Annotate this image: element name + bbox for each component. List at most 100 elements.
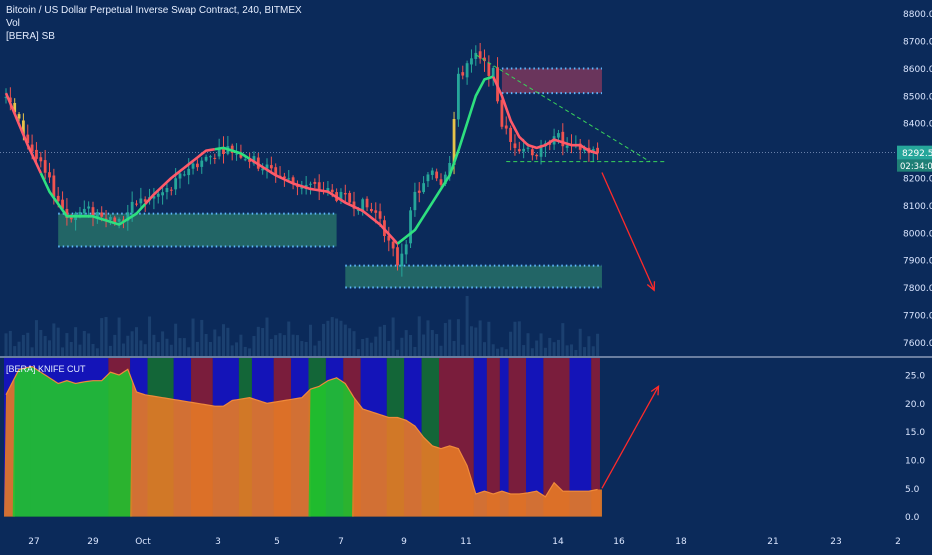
candle[interactable] bbox=[274, 163, 278, 183]
candle[interactable] bbox=[317, 174, 321, 201]
candle[interactable] bbox=[509, 125, 512, 151]
candle[interactable] bbox=[400, 243, 404, 277]
candle[interactable] bbox=[500, 97, 504, 130]
candle[interactable] bbox=[487, 55, 491, 87]
volume-bar bbox=[178, 338, 182, 356]
candle[interactable] bbox=[65, 198, 69, 226]
trendline[interactable] bbox=[475, 54, 651, 162]
candle[interactable] bbox=[457, 67, 460, 127]
candle[interactable] bbox=[39, 151, 43, 168]
candle[interactable] bbox=[61, 191, 64, 211]
candle[interactable] bbox=[300, 180, 304, 195]
candle[interactable] bbox=[517, 141, 521, 154]
candle[interactable] bbox=[326, 181, 330, 196]
candle[interactable] bbox=[596, 142, 599, 161]
down-arrow-head bbox=[646, 281, 656, 292]
knife-cut-area-green bbox=[308, 377, 354, 517]
candle[interactable] bbox=[200, 157, 204, 174]
candle[interactable] bbox=[504, 116, 508, 135]
candle[interactable] bbox=[391, 238, 395, 257]
candle[interactable] bbox=[404, 239, 408, 264]
knife-cut-panel[interactable] bbox=[4, 358, 660, 517]
symbol-title[interactable]: Bitcoin / US Dollar Perpetual Inverse Sw… bbox=[6, 5, 302, 16]
candle[interactable] bbox=[539, 139, 543, 165]
candle[interactable] bbox=[348, 190, 352, 206]
candle[interactable] bbox=[161, 187, 164, 205]
candle[interactable] bbox=[152, 187, 156, 210]
volume-bar bbox=[108, 345, 112, 356]
candle[interactable] bbox=[343, 184, 347, 202]
candle[interactable] bbox=[478, 42, 482, 64]
price-tick-label: 8800.0 bbox=[903, 10, 932, 20]
candle[interactable] bbox=[174, 168, 178, 196]
candle[interactable] bbox=[313, 178, 317, 189]
candle[interactable] bbox=[17, 112, 21, 122]
candle[interactable] bbox=[365, 196, 369, 212]
candle[interactable] bbox=[287, 170, 291, 182]
volume-bar bbox=[439, 345, 443, 356]
candle[interactable] bbox=[117, 217, 121, 229]
volume-bar bbox=[326, 320, 330, 356]
candle[interactable] bbox=[191, 161, 195, 175]
volume-label[interactable]: Vol bbox=[6, 18, 20, 29]
price-panel[interactable] bbox=[0, 42, 895, 356]
candle[interactable] bbox=[109, 214, 112, 226]
current-price-badge[interactable]: 8292.5 02:34:00 bbox=[897, 145, 932, 173]
candle[interactable] bbox=[409, 206, 412, 248]
candle[interactable] bbox=[561, 123, 565, 156]
candle-body bbox=[209, 156, 212, 158]
candle[interactable] bbox=[48, 162, 51, 184]
time-axis[interactable]: 27 29 Oct 3 5 7 9 11 14 16 18 21 23 2 bbox=[28, 537, 901, 547]
candle[interactable] bbox=[135, 200, 138, 207]
candle[interactable] bbox=[370, 202, 373, 213]
volume-bar bbox=[317, 340, 321, 356]
candle[interactable] bbox=[213, 153, 217, 164]
candle[interactable] bbox=[387, 226, 391, 252]
candle[interactable] bbox=[461, 65, 465, 80]
candle[interactable] bbox=[426, 171, 430, 188]
candle[interactable] bbox=[261, 163, 265, 175]
subpanel-label[interactable]: [BERA] KNIFE CUT bbox=[6, 364, 86, 374]
candle[interactable] bbox=[470, 49, 473, 73]
candle[interactable] bbox=[43, 149, 47, 180]
candle[interactable] bbox=[417, 182, 421, 203]
price-tick-label: 7700.0 bbox=[903, 311, 932, 321]
candle[interactable] bbox=[361, 197, 365, 216]
candle[interactable] bbox=[465, 60, 469, 85]
candle[interactable] bbox=[165, 181, 169, 200]
candle[interactable] bbox=[413, 182, 417, 217]
candle[interactable] bbox=[222, 136, 225, 164]
up-arrow[interactable] bbox=[601, 385, 660, 489]
candle[interactable] bbox=[352, 191, 356, 217]
candle[interactable] bbox=[474, 45, 478, 66]
candle[interactable] bbox=[187, 158, 191, 185]
candle[interactable] bbox=[248, 152, 251, 169]
candle[interactable] bbox=[239, 144, 243, 160]
candle[interactable] bbox=[82, 200, 86, 218]
indicator-label[interactable]: [BERA] SB bbox=[6, 31, 55, 42]
candle[interactable] bbox=[252, 151, 256, 166]
candle[interactable] bbox=[430, 167, 434, 180]
oscillator-tick-label: 5.0 bbox=[905, 485, 920, 495]
candle[interactable] bbox=[196, 159, 199, 171]
candle[interactable] bbox=[491, 66, 495, 86]
candle[interactable] bbox=[296, 180, 299, 196]
candle[interactable] bbox=[396, 242, 399, 271]
candle[interactable] bbox=[422, 176, 425, 194]
candle[interactable] bbox=[530, 146, 534, 161]
candle[interactable] bbox=[204, 154, 208, 163]
candle[interactable] bbox=[513, 134, 517, 156]
price-axis[interactable]: 8800.08700.08600.08500.08400.08300.08200… bbox=[897, 10, 932, 523]
candle[interactable] bbox=[435, 168, 439, 182]
candle[interactable] bbox=[578, 138, 582, 160]
candle[interactable] bbox=[169, 186, 173, 196]
candle[interactable] bbox=[535, 153, 539, 160]
volume-bar bbox=[161, 331, 165, 356]
candle[interactable] bbox=[178, 171, 182, 189]
candle[interactable] bbox=[139, 187, 143, 208]
down-arrow[interactable] bbox=[601, 172, 656, 292]
candle[interactable] bbox=[209, 154, 212, 165]
candle[interactable] bbox=[91, 201, 95, 227]
candle[interactable] bbox=[182, 170, 186, 177]
